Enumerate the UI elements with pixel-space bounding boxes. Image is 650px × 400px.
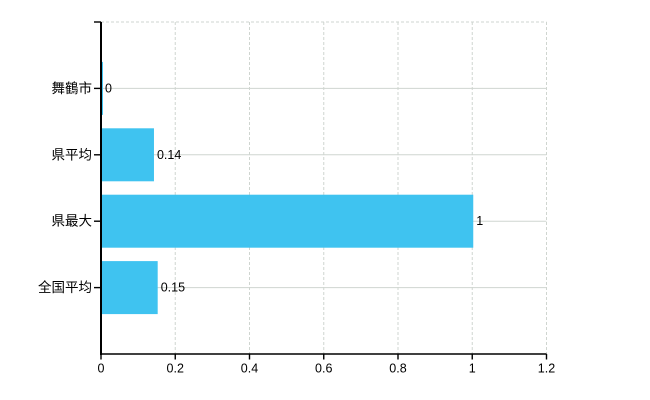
category-label: 舞鶴市 — [52, 80, 93, 96]
x-tick-label: 0.4 — [241, 362, 258, 376]
bar — [102, 128, 154, 182]
x-tick-label: 0 — [98, 362, 105, 376]
x-tick-label: 1.2 — [538, 362, 555, 376]
bar — [102, 261, 158, 315]
x-tick-label: 0.2 — [167, 362, 184, 376]
category-label: 全国平均 — [38, 279, 92, 295]
bar — [102, 61, 103, 115]
bar — [102, 194, 474, 248]
x-tick-label: 1 — [469, 362, 476, 376]
category-label: 県平均 — [52, 147, 93, 162]
x-tick-label: 0.6 — [315, 362, 332, 376]
value-label: 1 — [476, 214, 483, 228]
category-label: 県最大 — [52, 214, 93, 229]
value-label: 0 — [105, 81, 112, 95]
value-label: 0.14 — [157, 148, 181, 162]
x-tick-label: 0.8 — [389, 362, 406, 376]
value-label: 0.15 — [161, 281, 185, 295]
